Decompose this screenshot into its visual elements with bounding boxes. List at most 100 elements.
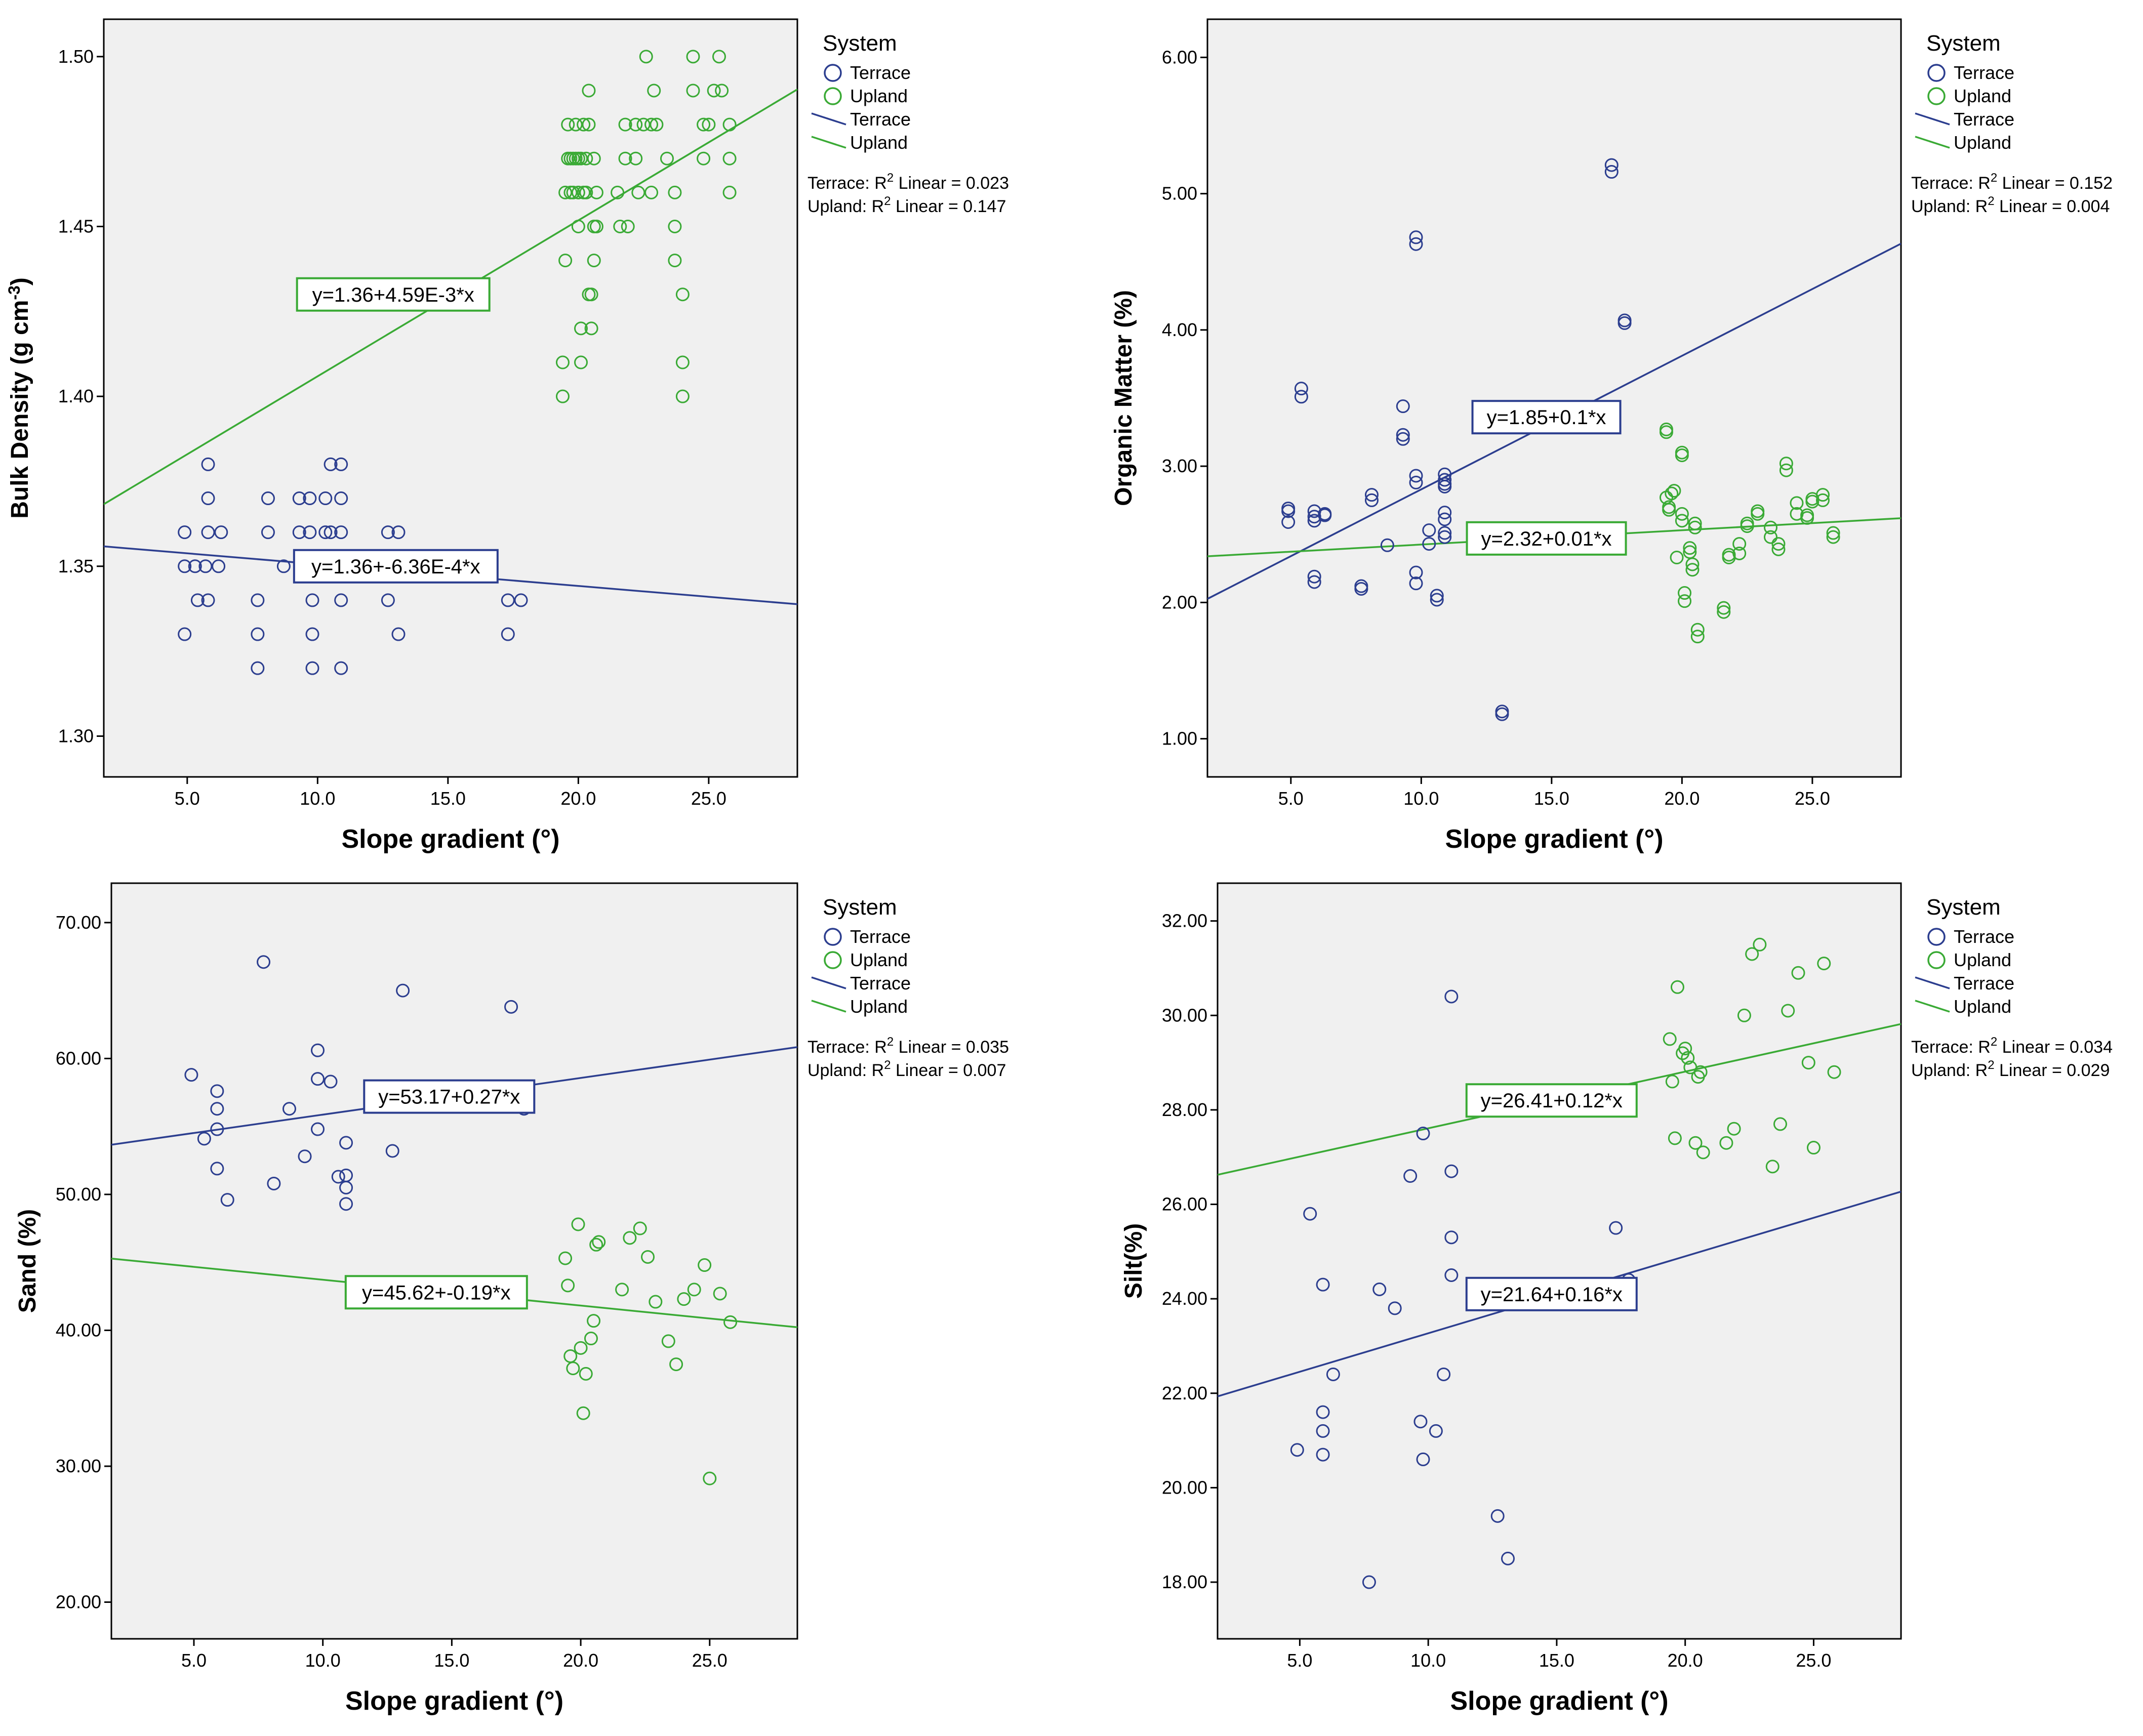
- y-tick-label: 60.00: [56, 1048, 101, 1068]
- point-terrace: [1430, 589, 1444, 603]
- point-terrace: [1362, 1575, 1376, 1589]
- point-terrace: [1409, 475, 1423, 489]
- point-upland: [584, 321, 598, 336]
- x-axis-label: Slope gradient (°): [1450, 1686, 1668, 1716]
- point-upland: [558, 185, 573, 199]
- x-tick-label: 20.0: [1664, 788, 1700, 809]
- y-tick-label: 1.30: [58, 725, 94, 746]
- point-terrace: [318, 525, 333, 540]
- point-upland: [723, 1315, 738, 1329]
- point-upland: [1745, 947, 1759, 961]
- legend-item-label: Upland: [1954, 132, 2011, 153]
- point-terrace: [1307, 514, 1321, 528]
- y-tick-label: 32.00: [1162, 911, 1207, 931]
- point-upland: [647, 84, 661, 98]
- point-upland: [686, 84, 700, 98]
- point-terrace: [514, 593, 528, 607]
- point-terrace: [305, 627, 319, 641]
- point-terrace: [1444, 1268, 1459, 1282]
- point-upland: [574, 355, 588, 369]
- point-terrace: [1438, 526, 1452, 540]
- x-axis-label: Slope gradient (°): [345, 1686, 563, 1716]
- y-tick-label: 5.00: [1162, 183, 1197, 204]
- y-tick-label: 20.00: [1162, 1477, 1207, 1498]
- point-upland: [675, 355, 690, 369]
- x-tick-label: 5.0: [181, 1650, 207, 1671]
- point-upland: [579, 1367, 593, 1381]
- point-upland: [629, 151, 643, 166]
- x-tick-label: 10.0: [1410, 1650, 1446, 1671]
- point-upland: [1779, 457, 1793, 471]
- point-terrace: [334, 491, 348, 506]
- point-upland: [589, 185, 603, 199]
- y-tick-label: 22.00: [1162, 1383, 1207, 1403]
- point-terrace: [1364, 493, 1379, 507]
- point-upland: [592, 1235, 606, 1249]
- point-upland: [715, 84, 729, 98]
- point-upland: [1665, 486, 1679, 501]
- legend-title: System: [1926, 31, 2001, 56]
- point-upland: [677, 1292, 691, 1306]
- point-terrace: [261, 491, 275, 506]
- point-upland: [1678, 586, 1692, 600]
- equation-label-upland: y=26.41+0.12*x: [1481, 1090, 1623, 1112]
- legend-item-label: Terrace: [850, 926, 911, 947]
- point-terrace: [1413, 1415, 1428, 1429]
- point-upland: [650, 117, 664, 132]
- plot-area: [1206, 18, 1902, 778]
- point-terrace: [339, 1197, 353, 1211]
- point-upland: [1779, 463, 1793, 477]
- point-upland: [1659, 425, 1673, 439]
- legend-item-label: Terrace: [850, 62, 911, 83]
- point-upland: [687, 1283, 701, 1297]
- point-upland: [1690, 630, 1705, 644]
- point-terrace: [311, 1043, 325, 1057]
- y-tick-label: 40.00: [56, 1319, 101, 1340]
- equation-label-terrace: y=1.36+-6.36E-4*x: [311, 556, 480, 578]
- point-terrace: [267, 1176, 281, 1190]
- point-upland: [668, 254, 682, 268]
- legend-item-label: Terrace: [1954, 926, 2014, 947]
- x-tick-label: 25.0: [692, 1650, 727, 1671]
- x-tick-label: 20.0: [563, 1650, 598, 1671]
- y-axis-label: Organic Matter (%): [1110, 290, 1137, 506]
- point-upland: [1727, 1122, 1741, 1136]
- point-upland: [582, 117, 596, 132]
- point-upland: [1771, 542, 1786, 556]
- point-upland: [1670, 551, 1684, 565]
- point-upland: [587, 254, 601, 268]
- point-upland: [1719, 1136, 1733, 1150]
- point-terrace: [1364, 488, 1379, 502]
- point-upland: [611, 185, 625, 199]
- y-tick-label: 28.00: [1162, 1099, 1207, 1120]
- point-upland: [1675, 514, 1689, 528]
- point-upland: [561, 117, 575, 132]
- plot-area: [103, 18, 798, 778]
- point-terrace: [331, 1170, 345, 1184]
- point-upland: [1801, 1056, 1815, 1070]
- point-terrace: [1307, 569, 1321, 584]
- point-terrace: [305, 661, 319, 675]
- point-upland: [574, 1341, 588, 1355]
- point-terrace: [1438, 506, 1452, 520]
- point-terrace: [201, 491, 215, 506]
- point-upland: [584, 1332, 598, 1346]
- equation-box-upland: [344, 1275, 528, 1310]
- point-upland: [639, 50, 653, 64]
- point-upland: [1688, 1136, 1703, 1150]
- point-upland: [1763, 520, 1777, 534]
- x-tick-label: 5.0: [1278, 788, 1304, 809]
- point-terrace: [1495, 707, 1509, 721]
- point-terrace: [276, 559, 291, 573]
- point-upland: [636, 117, 651, 132]
- y-tick-label: 30.00: [1162, 1005, 1207, 1025]
- point-upland: [703, 1471, 717, 1485]
- point-upland: [649, 1295, 663, 1309]
- y-axis-label: Bulk Density (g cm-3): [5, 277, 33, 519]
- point-upland: [1826, 526, 1840, 540]
- point-terrace: [298, 1149, 312, 1164]
- y-axis-label: Silt(%): [1120, 1223, 1147, 1299]
- x-tick-label: 15.0: [430, 788, 466, 809]
- point-terrace: [324, 1074, 338, 1089]
